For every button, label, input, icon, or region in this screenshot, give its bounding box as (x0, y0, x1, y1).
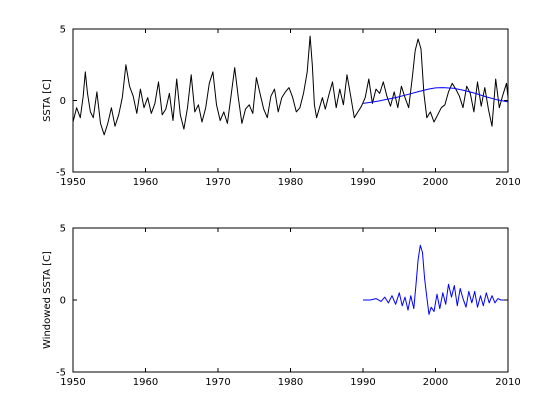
top-axes-frame (72, 28, 509, 173)
x-tick-label: 2000 (423, 377, 448, 388)
bottom-y-axis-label: Windowed SSTA [C] (42, 251, 53, 349)
x-tick-label: 1970 (205, 377, 230, 388)
y-tick-label: 5 (60, 25, 66, 36)
top-series-group (72, 35, 509, 136)
x-tick-label: 1980 (278, 377, 303, 388)
y-tick-label: -5 (56, 368, 66, 379)
x-tick-label: 1960 (133, 177, 158, 188)
y-tick-label: -5 (56, 168, 66, 179)
bottom-ticks-group: 1950 1960 1970 1980 1990 2000 2010 -5 0 5 (56, 224, 521, 389)
x-tick-label: 2010 (495, 377, 520, 388)
y-tick-label: 0 (60, 96, 66, 107)
bottom-subplot: 1950 1960 1970 1980 1990 2000 2010 -5 0 5 Windowe… (42, 224, 521, 389)
top-ticks-group: 1950 1960 1970 1980 1990 2000 2010 -5 0 5 (56, 25, 521, 189)
y-tick-label: 0 (60, 296, 66, 307)
x-tick-label: 1950 (60, 377, 85, 388)
series-line-1 (72, 35, 509, 136)
series-line-1 (363, 244, 508, 315)
series-line-2 (362, 87, 509, 104)
x-tick-label: 1960 (133, 377, 158, 388)
x-tick-label: 2000 (423, 177, 448, 188)
y-tick-label: 5 (60, 224, 66, 235)
x-tick-label: 1980 (278, 177, 303, 188)
x-tick-label: 1990 (350, 177, 375, 188)
top-y-axis-label: SSTA [C] (42, 79, 53, 122)
bottom-series-group (363, 244, 508, 315)
bottom-axes-frame (72, 227, 509, 373)
x-tick-label: 1970 (205, 177, 230, 188)
x-tick-label: 1990 (350, 377, 375, 388)
top-subplot: 1950 1960 1970 1980 1990 2000 2010 -5 0 5 SSTA [C… (42, 25, 521, 189)
x-tick-label: 1950 (60, 177, 85, 188)
x-tick-label: 2010 (495, 177, 520, 188)
